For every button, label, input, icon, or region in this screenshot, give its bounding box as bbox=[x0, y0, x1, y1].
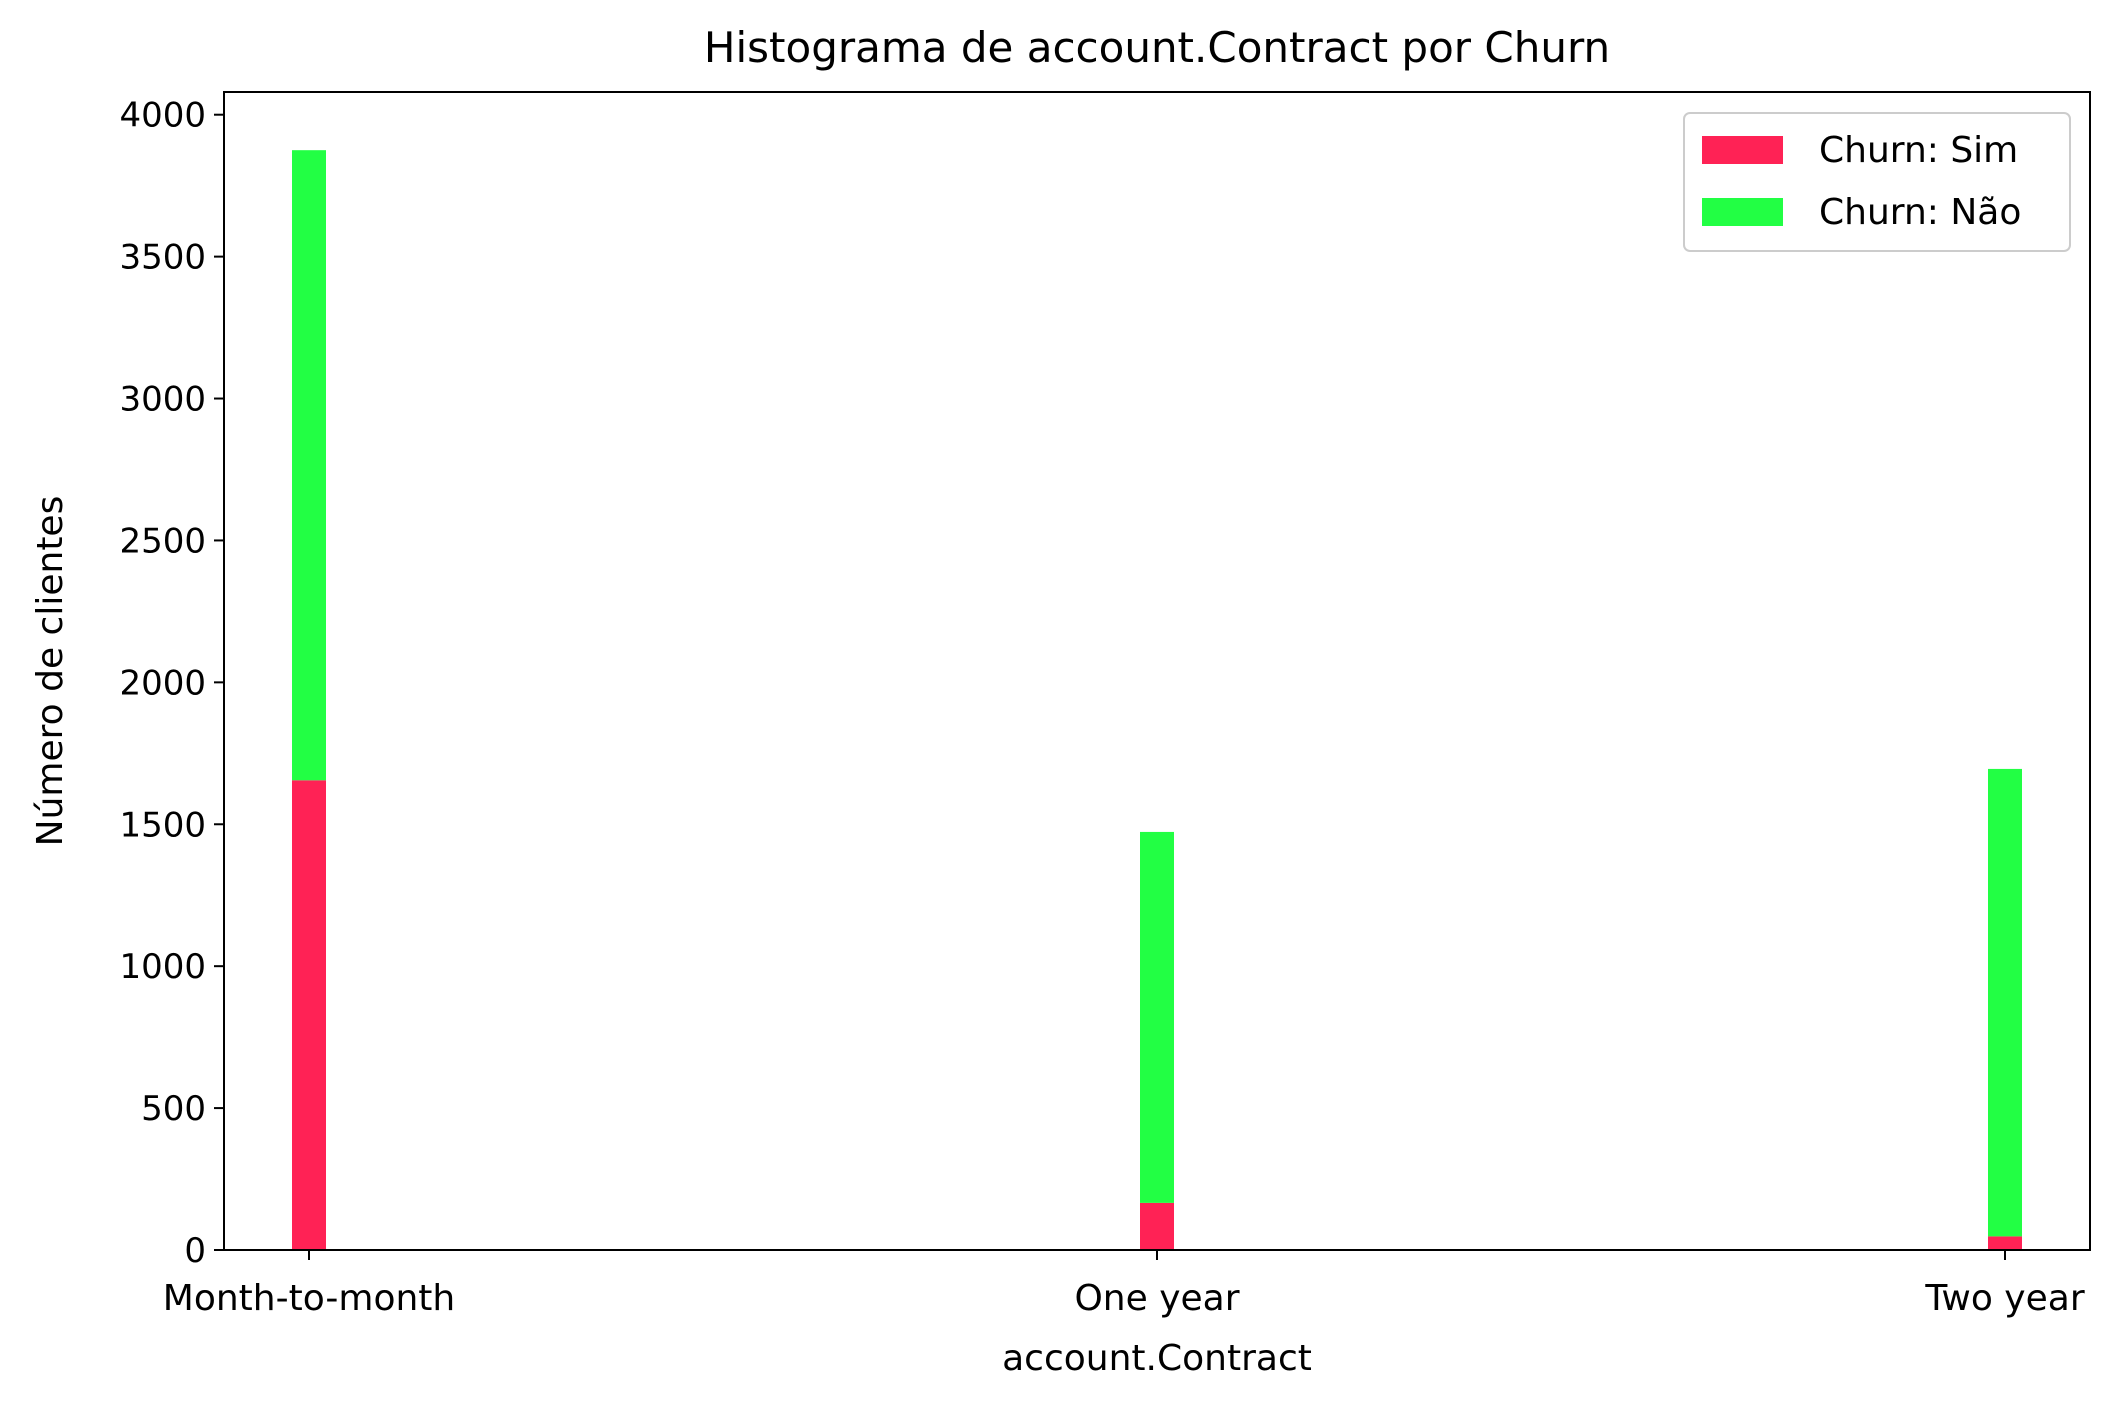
y-tick-label: 500 bbox=[141, 1089, 206, 1129]
x-tick-label: Two year bbox=[1924, 1278, 2084, 1319]
bar-sim-0 bbox=[292, 780, 326, 1250]
x-axis: Month-to-month One year Two year bbox=[163, 1250, 2085, 1319]
legend-swatch-nao bbox=[1702, 198, 1783, 226]
bar-sim-2 bbox=[1988, 1236, 2022, 1250]
chart-title: Histograma de account.Contract por Churn bbox=[704, 23, 1610, 72]
y-tick-label: 1000 bbox=[119, 947, 206, 987]
x-axis-label: account.Contract bbox=[1002, 1338, 1312, 1379]
bars-group bbox=[292, 150, 2022, 1250]
legend-label-nao: Churn: Não bbox=[1819, 192, 2021, 233]
y-tick-label: 3500 bbox=[119, 238, 206, 278]
bar-nao-2 bbox=[1988, 768, 2022, 1237]
legend: Churn: Sim Churn: Não bbox=[1683, 112, 2071, 252]
y-axis: 0 500 1000 1500 2000 2500 3000 3500 4000 bbox=[119, 96, 224, 1271]
y-tick-label: 2000 bbox=[119, 663, 206, 703]
y-tick-label: 1500 bbox=[119, 805, 206, 845]
y-tick-label: 4000 bbox=[119, 96, 206, 136]
bar-nao-0 bbox=[292, 150, 326, 781]
legend-swatch-sim bbox=[1702, 136, 1783, 164]
x-tick-label: One year bbox=[1074, 1278, 1239, 1319]
y-tick-label: 2500 bbox=[119, 521, 206, 561]
y-tick-label: 3000 bbox=[119, 380, 206, 420]
bar-nao-1 bbox=[1140, 831, 1174, 1203]
y-axis-label: Número de clientes bbox=[30, 496, 71, 847]
plot-frame bbox=[223, 91, 2091, 1251]
legend-label-sim: Churn: Sim bbox=[1819, 130, 2018, 171]
x-tick-label: Month-to-month bbox=[163, 1278, 455, 1319]
y-tick-label: 0 bbox=[184, 1231, 206, 1271]
bar-sim-1 bbox=[1140, 1202, 1174, 1250]
